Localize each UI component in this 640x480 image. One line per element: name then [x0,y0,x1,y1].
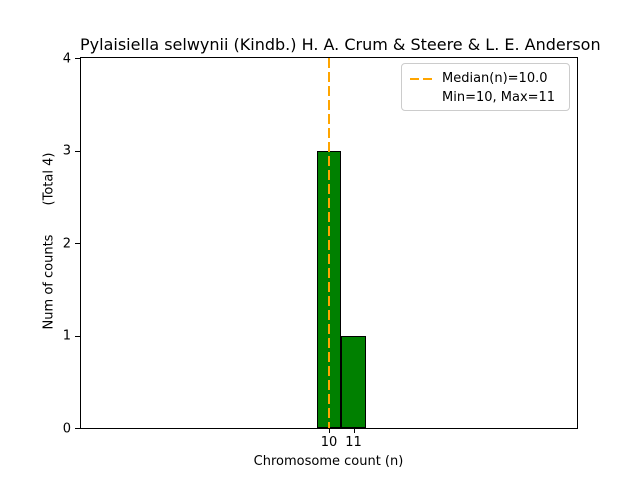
y-tick-label-2: 2 [62,236,71,251]
y-tick-label-0: 0 [62,421,71,436]
y-axis-total-annotation: (Total 4) [41,152,57,206]
y-tick-0 [75,428,80,429]
y-tick-label-1: 1 [62,328,71,344]
bar-n-11 [341,335,366,428]
x-tick-label-11: 11 [345,435,362,450]
y-tick-1 [75,335,80,337]
median-line [328,58,330,428]
y-tick-2 [75,243,80,244]
x-axis-label: Chromosome count (n) [253,454,404,469]
y-tick-label-4: 4 [62,51,71,66]
chart-title: Pylaisiella selwynii (Kindb.) H. A. Crum… [80,35,601,54]
x-tick-11 [353,428,355,433]
empty-swatch [410,97,434,99]
legend-entry-median: Median(n)=10.0 [410,69,561,88]
x-tick-label-10: 10 [320,435,338,450]
y-tick-label-3: 3 [62,143,71,159]
legend-label-minmax: Min=10, Max=11 [442,90,556,105]
legend: Median(n)=10.0 Min=10, Max=11 [401,63,570,111]
plot-area: 10 11 0 1 2 3 4 [63,51,578,450]
y-tick-4 [75,58,80,59]
median-dashed-line-icon [410,77,434,80]
x-tick-10 [329,428,330,433]
y-tick-3 [75,150,80,152]
legend-label-median: Median(n)=10.0 [442,71,548,86]
legend-entry-minmax: Min=10, Max=11 [410,88,561,107]
